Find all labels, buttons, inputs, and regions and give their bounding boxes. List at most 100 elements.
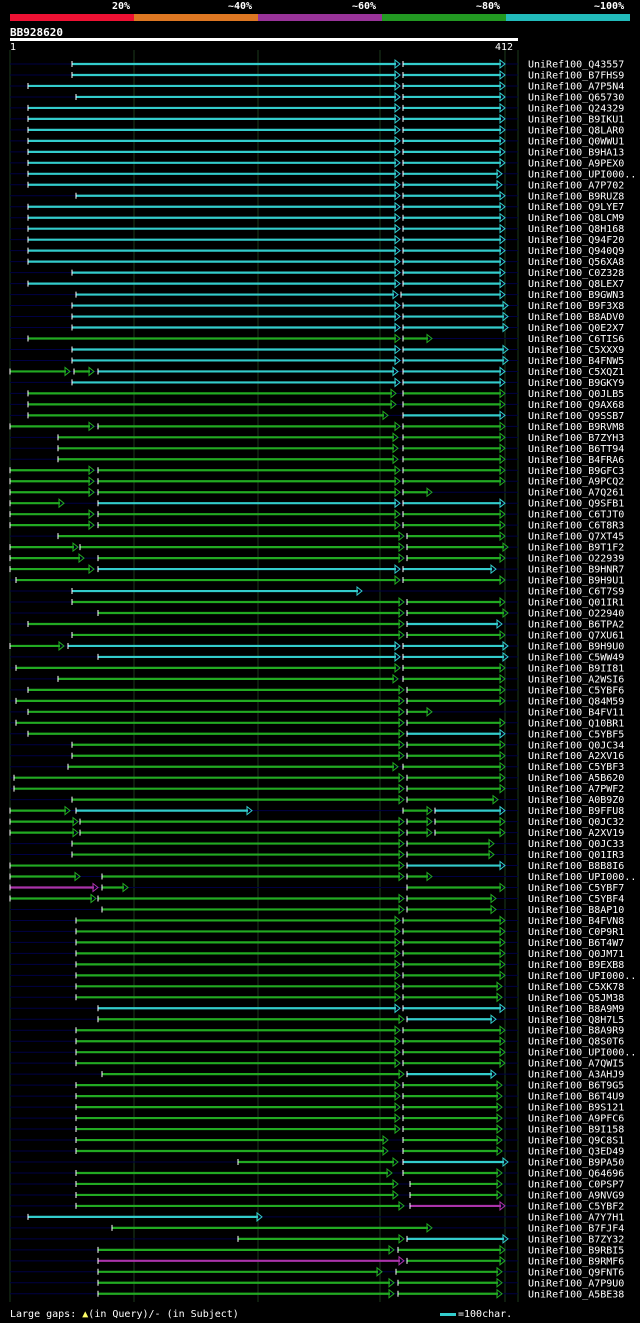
hit-row[interactable]: UniRef100_B6T9G5 bbox=[10, 1080, 624, 1092]
hit-label[interactable]: UniRef100_B7FHS9 bbox=[528, 70, 624, 81]
hit-row[interactable]: UniRef100_B4FRA6 bbox=[10, 454, 624, 466]
hit-row[interactable]: UniRef100_B9GKY9 bbox=[10, 377, 624, 389]
hit-row[interactable]: UniRef100_B7ZYH3 bbox=[10, 432, 624, 444]
hit-label[interactable]: UniRef100_Q7XT45 bbox=[528, 532, 624, 543]
hit-label[interactable]: UniRef100_Q9AX68 bbox=[528, 400, 624, 411]
hit-label[interactable]: UniRef100_B7FJF4 bbox=[528, 1223, 624, 1234]
hit-row[interactable]: UniRef100_Q56XA8 bbox=[10, 256, 624, 268]
hit-row[interactable]: UniRef100_B9HNR7 bbox=[9, 564, 624, 576]
hit-label[interactable]: UniRef100_Q3ED49 bbox=[528, 1147, 624, 1158]
hit-row[interactable]: UniRef100_Q43557 bbox=[10, 58, 624, 71]
hit-label[interactable]: UniRef100_A7Q261 bbox=[528, 488, 624, 499]
hit-row[interactable]: UniRef100_C5YBF2 bbox=[10, 1200, 624, 1212]
hit-row[interactable]: UniRef100_A5BE38 bbox=[10, 1288, 624, 1300]
hit-row[interactable]: UniRef100_C5YBF5 bbox=[10, 728, 624, 740]
hit-label[interactable]: UniRef100_A5BE38 bbox=[528, 1289, 624, 1300]
hit-label[interactable]: UniRef100_O22939 bbox=[528, 554, 624, 565]
hit-row[interactable]: UniRef100_A9NVG9 bbox=[10, 1189, 624, 1201]
hit-label[interactable]: UniRef100_Q84M59 bbox=[528, 696, 624, 707]
hit-row[interactable]: UniRef100_A2XV19 bbox=[9, 827, 624, 839]
hit-row[interactable]: UniRef100_A7P5N4 bbox=[10, 80, 624, 92]
hit-label[interactable]: UniRef100_A7P5N4 bbox=[528, 81, 624, 92]
hit-label[interactable]: UniRef100_A3AHJ9 bbox=[528, 1070, 624, 1081]
hit-row[interactable]: UniRef100_Q0WWU1 bbox=[10, 135, 624, 147]
hit-row[interactable]: UniRef100_Q9SSB7 bbox=[10, 410, 624, 422]
hit-row[interactable]: UniRef100_B9IKU1 bbox=[10, 113, 624, 125]
hit-label[interactable]: UniRef100_UPI000.. bbox=[528, 971, 636, 982]
hit-row[interactable]: UniRef100_B6T4W7 bbox=[10, 937, 624, 949]
hit-label[interactable]: UniRef100_A5B620 bbox=[528, 773, 624, 784]
hit-row[interactable]: UniRef100_B9H9U1 bbox=[10, 575, 624, 587]
hit-row[interactable]: UniRef100_A0B9Z0 bbox=[10, 794, 624, 806]
hit-label[interactable]: UniRef100_B8A9R9 bbox=[528, 1026, 624, 1037]
hit-row[interactable]: UniRef100_O22939 bbox=[9, 553, 624, 565]
hit-row[interactable]: UniRef100_Q01IR1 bbox=[10, 596, 624, 609]
hit-label[interactable]: UniRef100_A2XV19 bbox=[528, 828, 624, 839]
hit-row[interactable]: UniRef100_B8AP10 bbox=[10, 904, 624, 916]
hit-label[interactable]: UniRef100_Q64696 bbox=[528, 1168, 624, 1179]
hit-label[interactable]: UniRef100_Q01IR3 bbox=[528, 850, 624, 861]
hit-label[interactable]: UniRef100_Q0JLB5 bbox=[528, 389, 624, 400]
hit-row[interactable]: UniRef100_A9PEX0 bbox=[10, 157, 624, 169]
hit-label[interactable]: UniRef100_B9IKU1 bbox=[528, 114, 624, 125]
hit-row[interactable]: UniRef100_B8A9M9 bbox=[10, 1003, 624, 1015]
hit-label[interactable]: UniRef100_Q8H168 bbox=[528, 224, 624, 235]
hit-row[interactable]: UniRef100_Q9C8S1 bbox=[10, 1134, 624, 1147]
hit-label[interactable]: UniRef100_B9II81 bbox=[528, 663, 624, 674]
hit-row[interactable]: UniRef100_B9F3X8 bbox=[10, 300, 624, 312]
hit-row[interactable]: UniRef100_A9PCQ2 bbox=[9, 476, 624, 488]
hit-label[interactable]: UniRef100_Q8S0T6 bbox=[528, 1037, 624, 1048]
hit-label[interactable]: UniRef100_Q56XA8 bbox=[528, 257, 624, 268]
hit-label[interactable]: UniRef100_UPI000.. bbox=[528, 169, 636, 180]
hit-row[interactable]: UniRef100_Q940Q9 bbox=[10, 245, 624, 257]
hit-row[interactable]: UniRef100_A7P702 bbox=[10, 179, 624, 191]
hit-row[interactable]: UniRef100_Q9LYE7 bbox=[10, 201, 624, 213]
hit-row[interactable]: UniRef100_B9S121 bbox=[10, 1102, 624, 1114]
hit-label[interactable]: UniRef100_Q94F20 bbox=[528, 235, 624, 246]
hit-label[interactable]: UniRef100_Q10BR1 bbox=[528, 718, 624, 729]
hit-row[interactable]: UniRef100_B9II81 bbox=[10, 662, 624, 674]
hit-label[interactable]: UniRef100_C5YBF2 bbox=[528, 1201, 624, 1212]
hit-row[interactable]: UniRef100_C6T7S9 bbox=[10, 585, 624, 598]
hit-label[interactable]: UniRef100_B9EXB8 bbox=[528, 960, 624, 971]
hit-label[interactable]: UniRef100_B7ZYH3 bbox=[528, 433, 624, 444]
hit-row[interactable]: UniRef100_A7Q261 bbox=[9, 487, 624, 499]
hit-label[interactable]: UniRef100_A7PWF2 bbox=[528, 784, 624, 795]
hit-row[interactable]: UniRef100_Q8LAR0 bbox=[10, 124, 624, 136]
hit-row[interactable]: UniRef100_C5YBF3 bbox=[10, 761, 624, 773]
hit-row[interactable]: UniRef100_B9RUZ8 bbox=[10, 190, 624, 202]
hit-label[interactable]: UniRef100_B9H9U1 bbox=[528, 576, 624, 587]
hit-row[interactable]: UniRef100_C5YBF7 bbox=[9, 882, 624, 894]
hit-row[interactable]: UniRef100_Q9AX68 bbox=[10, 399, 624, 411]
hit-row[interactable]: UniRef100_A7P9U0 bbox=[10, 1277, 624, 1289]
hit-label[interactable]: UniRef100_B4FRA6 bbox=[528, 455, 624, 466]
hit-label[interactable]: UniRef100_Q9C8S1 bbox=[528, 1136, 624, 1147]
hit-row[interactable]: UniRef100_B9RVM8 bbox=[9, 421, 624, 433]
hit-label[interactable]: UniRef100_C5XXX9 bbox=[528, 345, 624, 356]
hit-row[interactable]: UniRef100_Q94F20 bbox=[10, 234, 624, 246]
hit-row[interactable]: UniRef100_C6T8R3 bbox=[9, 520, 624, 532]
hit-label[interactable]: UniRef100_B8B8I6 bbox=[528, 861, 624, 872]
hit-label[interactable]: UniRef100_Q0JM71 bbox=[528, 949, 624, 960]
hit-label[interactable]: UniRef100_Q8LAR0 bbox=[528, 125, 624, 136]
hit-label[interactable]: UniRef100_A9PEX0 bbox=[528, 158, 624, 169]
hit-row[interactable]: UniRef100_Q0JC34 bbox=[10, 739, 624, 751]
hit-label[interactable]: UniRef100_B9F3X8 bbox=[528, 301, 624, 312]
hit-label[interactable]: UniRef100_B6T4W7 bbox=[528, 938, 624, 949]
hit-label[interactable]: UniRef100_Q01IR1 bbox=[528, 598, 624, 609]
hit-label[interactable]: UniRef100_Q0JC32 bbox=[528, 817, 624, 828]
hit-row[interactable]: UniRef100_Q84M59 bbox=[10, 695, 624, 707]
hit-label[interactable]: UniRef100_Q9FNT6 bbox=[528, 1267, 624, 1278]
hit-label[interactable]: UniRef100_Q0JC33 bbox=[528, 839, 624, 850]
hit-row[interactable]: UniRef100_B9I158 bbox=[10, 1124, 624, 1136]
hit-row[interactable]: UniRef100_C6TJT0 bbox=[9, 509, 624, 521]
hit-label[interactable]: UniRef100_B6TPA2 bbox=[528, 619, 624, 630]
hit-label[interactable]: UniRef100_B9HNR7 bbox=[528, 565, 624, 576]
hit-row[interactable]: UniRef100_B9EXB8 bbox=[10, 959, 624, 971]
hit-label[interactable]: UniRef100_A9PFC6 bbox=[528, 1114, 624, 1125]
hit-row[interactable]: UniRef100_B9PA50 bbox=[10, 1156, 624, 1169]
hit-row[interactable]: UniRef100_Q8H7L5 bbox=[10, 1014, 624, 1026]
hit-label[interactable]: UniRef100_B9RMF6 bbox=[528, 1256, 624, 1267]
hit-row[interactable]: UniRef100_Q64696 bbox=[10, 1167, 624, 1179]
hit-label[interactable]: UniRef100_B8AP10 bbox=[528, 905, 624, 916]
